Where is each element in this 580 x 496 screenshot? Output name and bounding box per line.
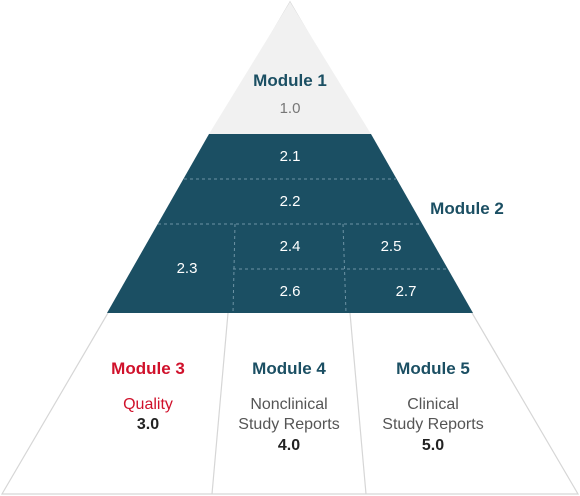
section-2-7: 2.7 bbox=[395, 283, 417, 300]
module2-title: Module 2 bbox=[430, 199, 504, 218]
module1-title: Module 1 bbox=[253, 71, 327, 90]
module3-title: Module 3 bbox=[111, 359, 185, 378]
module5-title: Module 5 bbox=[396, 359, 470, 378]
module5-description-line2: Study Reports bbox=[382, 416, 484, 433]
module4-description-line1: Nonclinical bbox=[250, 396, 328, 413]
module4-description-line2: Study Reports bbox=[238, 416, 340, 433]
module5-number: 5.0 bbox=[421, 437, 445, 454]
lower-module-dividers bbox=[211, 312, 367, 495]
module1-region bbox=[209, 2, 371, 134]
section-2-5: 2.5 bbox=[380, 238, 402, 255]
module1-number: 1.0 bbox=[279, 100, 301, 117]
module4-title: Module 4 bbox=[252, 359, 326, 378]
module3-number: 3.0 bbox=[136, 416, 160, 433]
module2-dividers bbox=[158, 178, 447, 314]
module5-description-line1: Clinical bbox=[407, 396, 459, 413]
module4-number: 4.0 bbox=[277, 437, 301, 454]
section-2-6: 2.6 bbox=[279, 283, 301, 300]
section-2-2: 2.2 bbox=[279, 193, 301, 210]
module3-description: Quality bbox=[123, 396, 173, 413]
section-2-1: 2.1 bbox=[279, 148, 301, 165]
section-2-3: 2.3 bbox=[176, 260, 198, 277]
section-2-4: 2.4 bbox=[279, 238, 301, 255]
